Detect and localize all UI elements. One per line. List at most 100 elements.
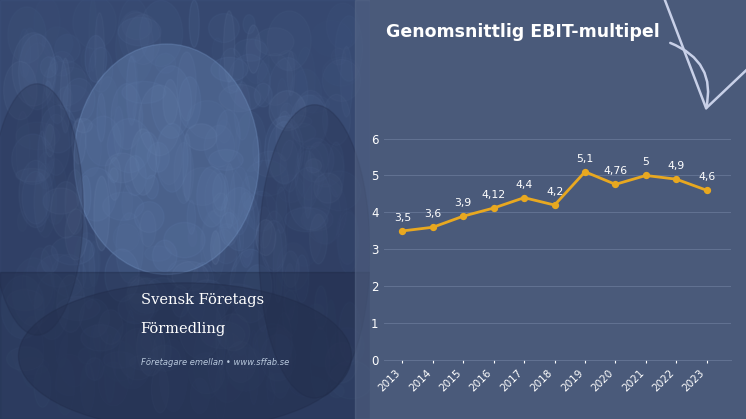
Ellipse shape: [277, 243, 310, 291]
Ellipse shape: [339, 303, 361, 362]
Ellipse shape: [129, 355, 158, 370]
Ellipse shape: [322, 94, 351, 145]
Ellipse shape: [145, 246, 172, 261]
Ellipse shape: [230, 249, 272, 323]
Ellipse shape: [186, 280, 229, 323]
Ellipse shape: [204, 125, 235, 167]
Ellipse shape: [183, 134, 191, 201]
Ellipse shape: [85, 36, 107, 82]
Bar: [0, 272, 370, 419]
Ellipse shape: [220, 212, 238, 246]
Ellipse shape: [226, 305, 267, 369]
Ellipse shape: [97, 93, 106, 142]
Ellipse shape: [243, 15, 255, 34]
Ellipse shape: [209, 13, 239, 42]
Point: [700, 187, 712, 194]
Ellipse shape: [217, 314, 250, 351]
Ellipse shape: [179, 297, 222, 359]
Ellipse shape: [340, 47, 352, 117]
Ellipse shape: [38, 152, 54, 189]
Ellipse shape: [259, 105, 370, 398]
Ellipse shape: [81, 325, 121, 351]
Ellipse shape: [125, 278, 160, 322]
Ellipse shape: [335, 16, 363, 81]
Ellipse shape: [153, 332, 171, 367]
Ellipse shape: [81, 363, 95, 413]
Ellipse shape: [90, 324, 100, 381]
Ellipse shape: [160, 339, 187, 412]
Ellipse shape: [163, 80, 178, 124]
Ellipse shape: [309, 304, 324, 318]
Ellipse shape: [289, 167, 331, 230]
Text: 4,2: 4,2: [546, 187, 563, 197]
Ellipse shape: [54, 34, 81, 63]
FancyArrowPatch shape: [663, 0, 746, 108]
Ellipse shape: [315, 286, 327, 329]
Text: Svensk Företags: Svensk Företags: [140, 292, 264, 307]
Ellipse shape: [268, 122, 301, 184]
Ellipse shape: [269, 57, 308, 127]
Ellipse shape: [50, 51, 74, 76]
Ellipse shape: [253, 136, 261, 163]
Ellipse shape: [51, 236, 95, 265]
Ellipse shape: [118, 328, 157, 380]
Ellipse shape: [122, 81, 166, 103]
Ellipse shape: [89, 47, 113, 92]
Point: [396, 228, 408, 234]
Ellipse shape: [86, 116, 121, 166]
Ellipse shape: [42, 81, 54, 145]
Ellipse shape: [94, 176, 110, 251]
Ellipse shape: [140, 211, 156, 247]
Ellipse shape: [72, 119, 86, 164]
Ellipse shape: [174, 142, 194, 204]
Ellipse shape: [278, 175, 304, 202]
Ellipse shape: [19, 283, 351, 419]
Ellipse shape: [136, 132, 160, 179]
Ellipse shape: [256, 220, 276, 256]
Ellipse shape: [156, 123, 188, 192]
Ellipse shape: [7, 347, 43, 371]
Ellipse shape: [328, 142, 344, 197]
Ellipse shape: [236, 111, 266, 171]
Ellipse shape: [140, 0, 183, 67]
Point: [609, 181, 621, 188]
Ellipse shape: [295, 151, 319, 209]
Text: 4,6: 4,6: [698, 172, 715, 182]
Ellipse shape: [155, 53, 176, 73]
Text: 3,9: 3,9: [454, 198, 472, 208]
Ellipse shape: [228, 54, 270, 110]
Ellipse shape: [246, 25, 260, 73]
Point: [518, 194, 530, 201]
Ellipse shape: [41, 246, 58, 273]
Ellipse shape: [248, 330, 259, 405]
Ellipse shape: [151, 366, 169, 413]
Ellipse shape: [216, 297, 226, 370]
Ellipse shape: [63, 78, 95, 122]
Text: 3,6: 3,6: [424, 209, 442, 219]
Ellipse shape: [7, 290, 43, 310]
Ellipse shape: [75, 119, 93, 133]
Ellipse shape: [213, 193, 229, 217]
Ellipse shape: [86, 358, 104, 380]
Ellipse shape: [27, 248, 54, 310]
Ellipse shape: [295, 255, 309, 303]
Text: 3,5: 3,5: [394, 213, 411, 223]
Ellipse shape: [65, 209, 87, 260]
Ellipse shape: [209, 150, 243, 170]
Ellipse shape: [127, 55, 138, 121]
Ellipse shape: [224, 163, 235, 228]
Ellipse shape: [253, 151, 286, 177]
Ellipse shape: [219, 84, 261, 112]
Ellipse shape: [12, 33, 55, 106]
Ellipse shape: [40, 105, 76, 153]
Text: 4,9: 4,9: [668, 161, 685, 171]
Text: 5: 5: [642, 158, 649, 167]
Ellipse shape: [201, 211, 225, 283]
Text: 5,1: 5,1: [577, 154, 594, 164]
Ellipse shape: [13, 258, 55, 326]
Ellipse shape: [276, 115, 312, 128]
Point: [427, 224, 439, 230]
Ellipse shape: [283, 264, 295, 320]
Ellipse shape: [51, 181, 81, 238]
Ellipse shape: [245, 160, 289, 196]
